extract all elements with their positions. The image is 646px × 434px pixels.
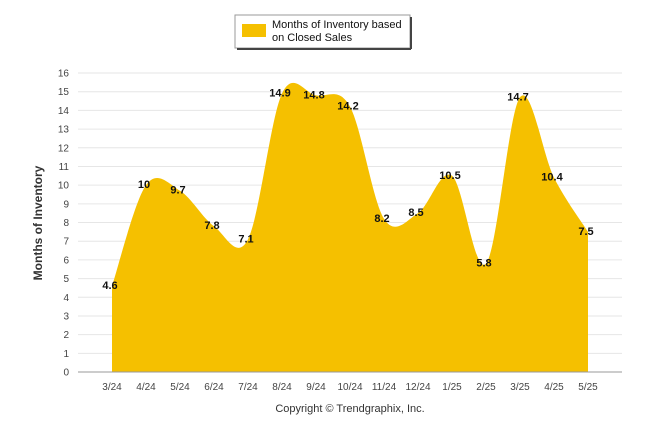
legend-label-line1: Months of Inventory based	[272, 19, 402, 31]
y-tick-label: 10	[58, 181, 70, 192]
data-label: 7.1	[238, 233, 253, 245]
data-label: 7.8	[204, 220, 219, 232]
data-label: 14.8	[303, 89, 324, 101]
y-tick-label: 5	[63, 274, 69, 285]
x-tick-label: 7/24	[238, 382, 258, 393]
y-axis-title: Months of Inventory	[31, 165, 45, 280]
data-label: 8.5	[408, 207, 423, 219]
y-tick-label: 4	[63, 293, 69, 304]
legend-swatch	[242, 24, 266, 37]
y-tick-label: 13	[58, 125, 70, 136]
data-label: 14.2	[337, 101, 358, 113]
data-label: 9.7	[170, 185, 185, 197]
x-tick-label: 5/25	[578, 382, 598, 393]
x-tick-label: 5/24	[170, 382, 190, 393]
x-tick-label: 3/25	[510, 382, 530, 393]
y-tick-label: 9	[63, 199, 69, 210]
y-tick-label: 3	[63, 311, 69, 322]
y-tick-label: 12	[58, 143, 70, 154]
area-series	[112, 82, 588, 372]
x-tick-label: 1/25	[442, 382, 462, 393]
y-tick-label: 14	[58, 106, 70, 117]
data-label: 14.9	[269, 88, 290, 100]
y-tick-label: 7	[63, 237, 69, 248]
legend-label-line2: on Closed Sales	[272, 32, 353, 44]
data-label: 10.4	[541, 172, 563, 184]
x-tick-label: 10/24	[337, 382, 362, 393]
y-tick-label: 16	[58, 69, 70, 80]
x-tick-label: 12/24	[405, 382, 430, 393]
y-tick-label: 6	[63, 255, 69, 266]
y-tick-label: 1	[63, 349, 69, 360]
y-tick-label: 15	[58, 87, 70, 98]
data-label: 5.8	[476, 258, 491, 270]
y-tick-label: 11	[59, 162, 70, 173]
y-tick-label: 2	[63, 330, 69, 341]
data-label: 14.7	[507, 91, 528, 103]
x-tick-label: 4/25	[544, 382, 564, 393]
data-label: 4.6	[102, 280, 117, 292]
x-tick-label: 9/24	[306, 382, 326, 393]
x-tick-label: 11/24	[372, 382, 397, 393]
data-label: 8.2	[374, 213, 389, 225]
x-tick-label: 2/25	[476, 382, 496, 393]
x-axis-ticks: 3/24 4/24 5/24 6/24 7/24 8/24 9/24 10/24 11/24 12…	[102, 382, 598, 393]
x-tick-label: 4/24	[136, 382, 156, 393]
data-label: 10.5	[439, 170, 460, 182]
data-label: 7.5	[578, 226, 593, 238]
legend: Months of Inventory based on Closed Sale…	[234, 14, 412, 50]
y-tick-label: 8	[63, 218, 69, 229]
data-label: 10	[138, 179, 150, 191]
x-tick-label: 3/24	[102, 382, 122, 393]
data-labels: 4.6 10 9.7 7.8 7.1 14.9 14.8 14.2 8.2 8.5 10.5 5.8 1…	[102, 88, 593, 292]
y-tick-label: 0	[63, 368, 69, 379]
x-tick-label: 6/24	[204, 382, 224, 393]
copyright-text: Copyright © Trendgraphix, Inc.	[275, 403, 424, 415]
x-tick-label: 8/24	[272, 382, 292, 393]
